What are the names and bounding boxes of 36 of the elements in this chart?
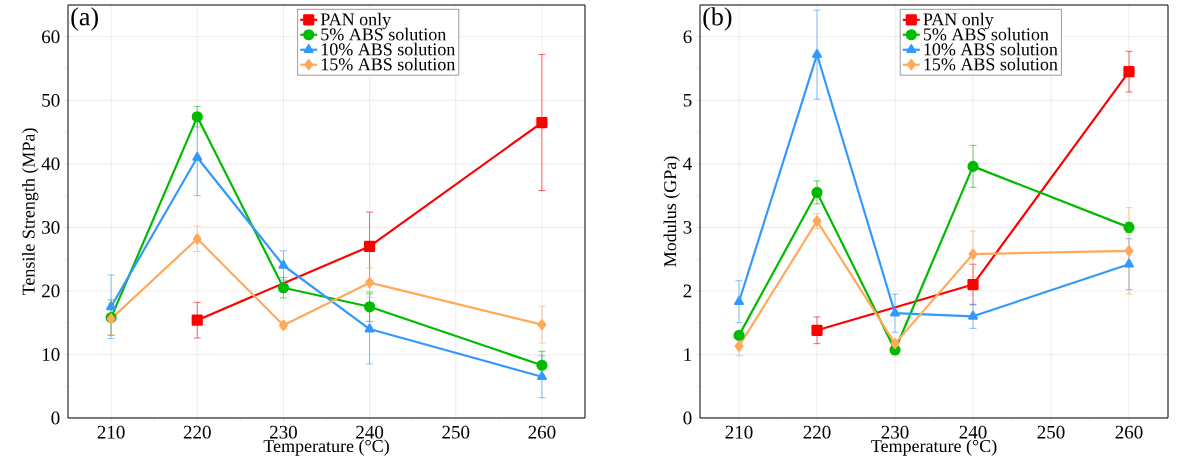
x-tick-label: 210 <box>97 425 125 439</box>
y-axis-title: Tensile Strength (MPa) <box>22 128 39 296</box>
y-tick-label: 3 <box>683 220 692 234</box>
y-axis-title: Modulus (GPa) <box>663 156 680 267</box>
x-tick-label: 220 <box>803 425 831 439</box>
y-tick-label: 60 <box>42 30 60 44</box>
x-tick-label: 220 <box>183 425 211 439</box>
x-axis-title: Temperature (°C) <box>263 439 389 456</box>
y-tick-label: 50 <box>42 93 60 107</box>
x-tick-label: 250 <box>1037 425 1065 439</box>
y-tick-label: 0 <box>683 411 692 425</box>
x-tick-label: 230 <box>881 425 909 439</box>
annotation: (b) <box>703 7 732 31</box>
y-tick-label: 4 <box>683 157 692 171</box>
y-tick-label: 2 <box>683 284 692 298</box>
legend-label: 15% ABS solution <box>321 57 456 71</box>
y-tick-label: 1 <box>684 348 692 361</box>
annotation: (a) <box>71 7 98 31</box>
x-tick-label: 230 <box>270 425 297 439</box>
x-tick-label: 250 <box>442 425 470 439</box>
y-tick-label: 40 <box>41 157 60 171</box>
legend-label: 10% ABS solution <box>924 42 1058 56</box>
x-tick-label: 240 <box>959 425 987 439</box>
x-axis-title: Temperature (°C) <box>871 439 997 456</box>
legend-label: 15% ABS solution <box>924 57 1058 71</box>
legend-label: 10% ABS solution <box>321 42 456 56</box>
y-tick-label: 20 <box>42 284 60 298</box>
x-tick-label: 210 <box>725 425 753 439</box>
y-tick-label: 30 <box>42 220 60 234</box>
x-tick-label: 260 <box>1115 425 1143 439</box>
y-tick-label: 10 <box>42 348 60 361</box>
x-tick-label: 260 <box>528 425 556 439</box>
y-tick-label: 5 <box>683 93 692 107</box>
y-tick-label: 6 <box>683 30 692 44</box>
x-tick-label: 240 <box>356 425 384 439</box>
y-tick-label: 0 <box>51 411 60 425</box>
